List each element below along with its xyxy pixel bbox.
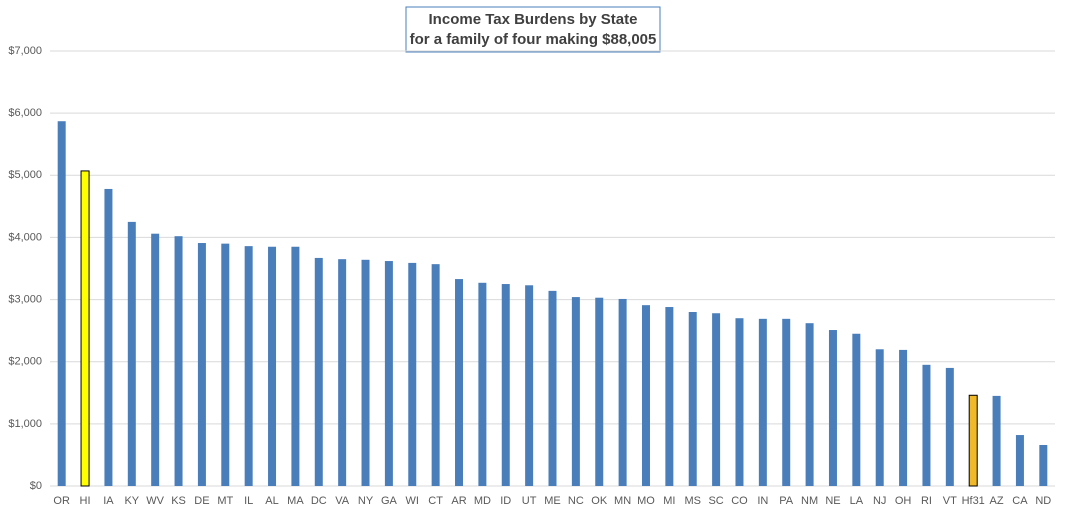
- x-tick-label: KY: [124, 495, 139, 507]
- bar: [501, 284, 510, 486]
- bar: [431, 264, 440, 486]
- y-tick-label: $6,000: [8, 107, 42, 119]
- x-tick-label: MI: [663, 495, 675, 507]
- bar: [922, 364, 931, 486]
- y-tick-label: $1,000: [8, 418, 42, 430]
- x-tick-label: UT: [522, 495, 537, 507]
- x-tick-label: NC: [568, 495, 584, 507]
- bar: [361, 259, 370, 486]
- bar: [688, 312, 697, 486]
- bar: [408, 262, 417, 486]
- bar: [338, 259, 347, 486]
- bar: [455, 279, 464, 486]
- x-tick-label: AL: [265, 495, 278, 507]
- x-tick-label: NE: [825, 495, 840, 507]
- bar: [57, 121, 66, 486]
- y-tick-label: $3,000: [8, 293, 42, 305]
- x-tick-label: DC: [311, 495, 327, 507]
- x-tick-label: IA: [103, 495, 114, 507]
- x-tick-label: AR: [451, 495, 466, 507]
- y-tick-label: $7,000: [8, 45, 42, 57]
- x-tick-label: MO: [637, 495, 655, 507]
- bar: [641, 305, 650, 486]
- bar: [665, 307, 674, 486]
- bar: [104, 188, 113, 486]
- bar: [992, 395, 1001, 486]
- x-tick-label: MA: [287, 495, 304, 507]
- x-tick-label: SC: [708, 495, 723, 507]
- bar: [968, 394, 978, 487]
- x-tick-label: MT: [217, 495, 233, 507]
- chart-title: Income Tax Burdens by State: [429, 11, 638, 28]
- title-box: [405, 6, 661, 53]
- bar: [899, 349, 908, 486]
- bar: [1015, 435, 1024, 486]
- x-tick-label: WV: [146, 495, 164, 507]
- bar: [80, 170, 90, 487]
- x-tick-label: VT: [943, 495, 957, 507]
- bar: [244, 246, 253, 486]
- x-tick-label: NM: [801, 495, 818, 507]
- chart-subtitle: for a family of four making $88,005: [410, 31, 657, 48]
- bar: [828, 330, 837, 486]
- x-tick-label: MS: [684, 495, 701, 507]
- x-tick-label: AZ: [990, 495, 1004, 507]
- bar: [618, 298, 627, 486]
- x-tick-label: VA: [335, 495, 350, 507]
- x-tick-label: HI: [80, 495, 91, 507]
- bar: [525, 285, 534, 486]
- x-tick-label: RI: [921, 495, 932, 507]
- y-tick-label: $4,000: [8, 231, 42, 243]
- bar: [595, 297, 604, 486]
- bar: [314, 257, 323, 486]
- bar: [151, 233, 160, 486]
- bar: [735, 318, 744, 486]
- y-tick-label: $5,000: [8, 169, 42, 181]
- x-tick-label: LA: [850, 495, 864, 507]
- x-tick-label: OH: [895, 495, 912, 507]
- bar: [782, 318, 791, 486]
- bar: [571, 297, 580, 486]
- x-tick-label: ID: [500, 495, 511, 507]
- x-tick-label: PA: [779, 495, 794, 507]
- bar: [384, 261, 393, 486]
- bar: [291, 246, 300, 486]
- bar: [127, 221, 136, 486]
- bar: [945, 367, 954, 486]
- bar: [875, 349, 884, 486]
- x-tick-label: CT: [428, 495, 443, 507]
- bar: [548, 290, 557, 486]
- x-tick-label: OK: [591, 495, 608, 507]
- x-tick-label: GA: [381, 495, 398, 507]
- bar: [478, 282, 487, 486]
- x-tick-label: WI: [406, 495, 419, 507]
- bar: [805, 323, 814, 486]
- x-tick-label: NJ: [873, 495, 886, 507]
- x-tick-label: ND: [1035, 495, 1051, 507]
- x-tick-label: CO: [731, 495, 748, 507]
- bar: [268, 246, 277, 486]
- bar: [174, 236, 183, 486]
- x-tick-label: Hf31: [962, 495, 985, 507]
- bar: [758, 318, 767, 486]
- bar: [1039, 444, 1048, 486]
- x-tick-label: KS: [171, 495, 186, 507]
- bar: [852, 333, 861, 486]
- x-tick-label: MN: [614, 495, 631, 507]
- x-tick-label: ME: [544, 495, 561, 507]
- x-tick-label: DE: [194, 495, 209, 507]
- x-tick-label: IN: [757, 495, 768, 507]
- y-tick-label: $0: [30, 480, 42, 492]
- y-tick-label: $2,000: [8, 356, 42, 368]
- x-tick-label: OR: [53, 495, 70, 507]
- bar: [197, 243, 206, 486]
- x-tick-label: CA: [1012, 495, 1028, 507]
- x-tick-label: MD: [474, 495, 491, 507]
- x-tick-label: NY: [358, 495, 374, 507]
- bar: [221, 243, 230, 486]
- x-tick-label: IL: [244, 495, 253, 507]
- bar: [712, 313, 721, 486]
